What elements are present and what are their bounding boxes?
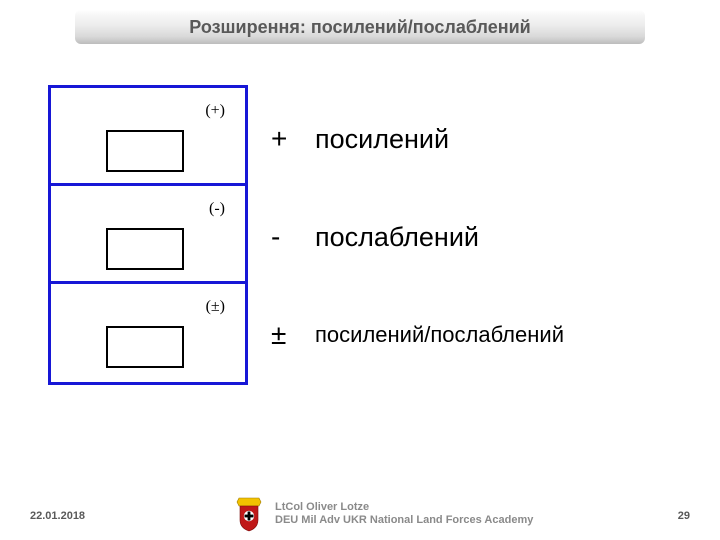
unit-symbol-box — [106, 130, 184, 172]
footer-org: DEU Mil Adv UKR National Land Forces Aca… — [275, 514, 533, 528]
slide-title: Розширення: посилений/послаблений — [189, 17, 530, 38]
diagram-cell: (±) — [51, 284, 245, 382]
definition-symbol: ± — [265, 319, 315, 351]
definition-term: послаблений — [315, 222, 479, 253]
slide: Розширення: посилений/послаблений (+) (-… — [0, 0, 720, 540]
diagram-cell: (+) — [51, 88, 245, 186]
crest-icon — [235, 496, 263, 532]
cell-label: (-) — [209, 200, 225, 218]
cell-label: (+) — [205, 102, 225, 120]
footer-credit: LtCol Oliver Lotze DEU Mil Adv UKR Natio… — [275, 501, 533, 529]
definition-term: посилений/послаблений — [315, 322, 564, 348]
definition-row: ± посилений/послаблений — [265, 286, 685, 384]
definition-symbol: - — [265, 221, 315, 253]
definition-symbol: + — [265, 123, 315, 155]
cell-label: (±) — [206, 298, 225, 316]
diagram-column: (+) (-) (±) — [48, 85, 248, 385]
unit-symbol-box — [106, 228, 184, 270]
unit-symbol-box — [106, 326, 184, 368]
definition-list: + посилений - послаблений ± посилений/по… — [265, 90, 685, 384]
footer-date: 22.01.2018 — [30, 510, 85, 522]
page-number: 29 — [678, 510, 690, 522]
title-bar: Розширення: посилений/послаблений — [75, 10, 645, 44]
footer: 22.01.2018 LtCol Oliver Lotze DEU Mil Ad… — [0, 484, 720, 540]
definition-row: + посилений — [265, 90, 685, 188]
footer-author: LtCol Oliver Lotze — [275, 501, 533, 515]
definition-row: - послаблений — [265, 188, 685, 286]
definition-term: посилений — [315, 124, 449, 155]
diagram-cell: (-) — [51, 186, 245, 284]
